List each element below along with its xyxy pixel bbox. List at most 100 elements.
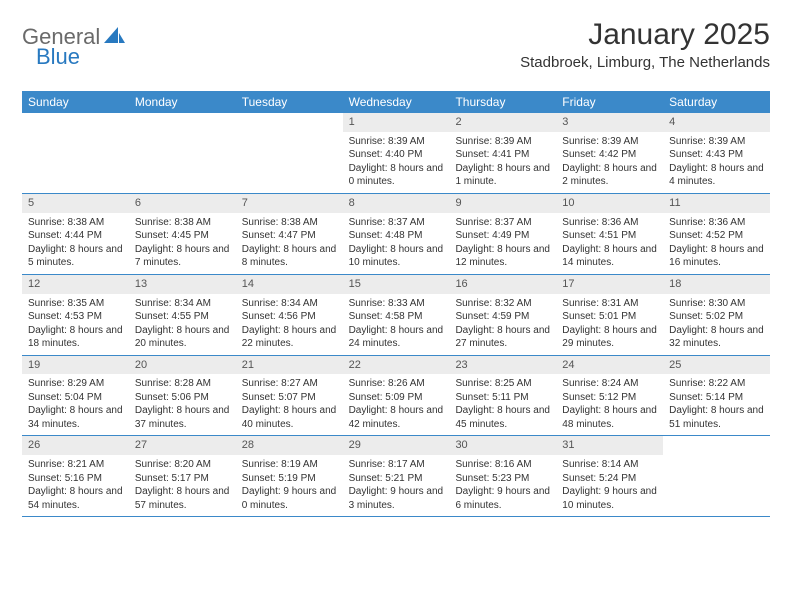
sunset-text: Sunset: 5:04 PM (28, 391, 123, 405)
sunrise-text: Sunrise: 8:21 AM (28, 458, 123, 472)
day-number: 1 (343, 113, 450, 132)
daylight-text: Daylight: 8 hours and 12 minutes. (455, 243, 550, 270)
day-cell: . (663, 436, 770, 516)
day-details: Sunrise: 8:14 AMSunset: 5:24 PMDaylight:… (556, 455, 663, 516)
sunset-text: Sunset: 5:14 PM (669, 391, 764, 405)
sunset-text: Sunset: 5:16 PM (28, 472, 123, 486)
day-cell: 27Sunrise: 8:20 AMSunset: 5:17 PMDayligh… (129, 436, 236, 516)
day-number: 21 (236, 356, 343, 375)
day-details: Sunrise: 8:24 AMSunset: 5:12 PMDaylight:… (556, 374, 663, 435)
day-number: 3 (556, 113, 663, 132)
month-title: January 2025 (520, 18, 770, 52)
day-cell: 22Sunrise: 8:26 AMSunset: 5:09 PMDayligh… (343, 356, 450, 436)
sunset-text: Sunset: 4:48 PM (349, 229, 444, 243)
sunrise-text: Sunrise: 8:38 AM (135, 216, 230, 230)
daylight-text: Daylight: 9 hours and 10 minutes. (562, 485, 657, 512)
day-details: Sunrise: 8:38 AMSunset: 4:44 PMDaylight:… (22, 213, 129, 274)
day-details: Sunrise: 8:37 AMSunset: 4:48 PMDaylight:… (343, 213, 450, 274)
day-cell: 12Sunrise: 8:35 AMSunset: 4:53 PMDayligh… (22, 275, 129, 355)
day-details: Sunrise: 8:17 AMSunset: 5:21 PMDaylight:… (343, 455, 450, 516)
day-number: 15 (343, 275, 450, 294)
daylight-text: Daylight: 8 hours and 37 minutes. (135, 404, 230, 431)
day-number: 14 (236, 275, 343, 294)
day-cell: 8Sunrise: 8:37 AMSunset: 4:48 PMDaylight… (343, 194, 450, 274)
day-cell: 15Sunrise: 8:33 AMSunset: 4:58 PMDayligh… (343, 275, 450, 355)
day-number: 13 (129, 275, 236, 294)
sunset-text: Sunset: 4:59 PM (455, 310, 550, 324)
daylight-text: Daylight: 8 hours and 54 minutes. (28, 485, 123, 512)
day-number: 24 (556, 356, 663, 375)
day-number: 12 (22, 275, 129, 294)
day-details: Sunrise: 8:33 AMSunset: 4:58 PMDaylight:… (343, 294, 450, 355)
day-cell: . (236, 113, 343, 193)
day-cell: 14Sunrise: 8:34 AMSunset: 4:56 PMDayligh… (236, 275, 343, 355)
sunset-text: Sunset: 5:02 PM (669, 310, 764, 324)
sunset-text: Sunset: 5:09 PM (349, 391, 444, 405)
logo-word-2: Blue (36, 44, 80, 69)
day-number: 30 (449, 436, 556, 455)
weekday-header: Thursday (449, 91, 556, 113)
daylight-text: Daylight: 8 hours and 2 minutes. (562, 162, 657, 189)
sunrise-text: Sunrise: 8:37 AM (455, 216, 550, 230)
weekday-header-row: Sunday Monday Tuesday Wednesday Thursday… (22, 91, 770, 113)
day-cell: 11Sunrise: 8:36 AMSunset: 4:52 PMDayligh… (663, 194, 770, 274)
week-row: ...1Sunrise: 8:39 AMSunset: 4:40 PMDayli… (22, 113, 770, 194)
day-number: 17 (556, 275, 663, 294)
daylight-text: Daylight: 8 hours and 16 minutes. (669, 243, 764, 270)
day-details: Sunrise: 8:29 AMSunset: 5:04 PMDaylight:… (22, 374, 129, 435)
week-row: 26Sunrise: 8:21 AMSunset: 5:16 PMDayligh… (22, 436, 770, 517)
day-details: Sunrise: 8:39 AMSunset: 4:43 PMDaylight:… (663, 132, 770, 193)
day-details: Sunrise: 8:34 AMSunset: 4:55 PMDaylight:… (129, 294, 236, 355)
weekday-header: Tuesday (236, 91, 343, 113)
daylight-text: Daylight: 8 hours and 40 minutes. (242, 404, 337, 431)
sunset-text: Sunset: 4:45 PM (135, 229, 230, 243)
day-cell: 31Sunrise: 8:14 AMSunset: 5:24 PMDayligh… (556, 436, 663, 516)
day-details: Sunrise: 8:37 AMSunset: 4:49 PMDaylight:… (449, 213, 556, 274)
day-details: Sunrise: 8:27 AMSunset: 5:07 PMDaylight:… (236, 374, 343, 435)
day-details: Sunrise: 8:30 AMSunset: 5:02 PMDaylight:… (663, 294, 770, 355)
sunrise-text: Sunrise: 8:25 AM (455, 377, 550, 391)
day-details: Sunrise: 8:28 AMSunset: 5:06 PMDaylight:… (129, 374, 236, 435)
day-cell: 4Sunrise: 8:39 AMSunset: 4:43 PMDaylight… (663, 113, 770, 193)
day-cell: 23Sunrise: 8:25 AMSunset: 5:11 PMDayligh… (449, 356, 556, 436)
day-details: Sunrise: 8:36 AMSunset: 4:51 PMDaylight:… (556, 213, 663, 274)
sunrise-text: Sunrise: 8:20 AM (135, 458, 230, 472)
day-cell: 25Sunrise: 8:22 AMSunset: 5:14 PMDayligh… (663, 356, 770, 436)
day-cell: 28Sunrise: 8:19 AMSunset: 5:19 PMDayligh… (236, 436, 343, 516)
day-number: 19 (22, 356, 129, 375)
sunset-text: Sunset: 5:01 PM (562, 310, 657, 324)
day-number: 16 (449, 275, 556, 294)
day-cell: 1Sunrise: 8:39 AMSunset: 4:40 PMDaylight… (343, 113, 450, 193)
sunset-text: Sunset: 4:56 PM (242, 310, 337, 324)
day-cell: 13Sunrise: 8:34 AMSunset: 4:55 PMDayligh… (129, 275, 236, 355)
sunrise-text: Sunrise: 8:39 AM (669, 135, 764, 149)
day-details: Sunrise: 8:35 AMSunset: 4:53 PMDaylight:… (22, 294, 129, 355)
day-details: Sunrise: 8:38 AMSunset: 4:47 PMDaylight:… (236, 213, 343, 274)
sunrise-text: Sunrise: 8:14 AM (562, 458, 657, 472)
sunset-text: Sunset: 4:40 PM (349, 148, 444, 162)
daylight-text: Daylight: 8 hours and 7 minutes. (135, 243, 230, 270)
day-details: Sunrise: 8:22 AMSunset: 5:14 PMDaylight:… (663, 374, 770, 435)
daylight-text: Daylight: 9 hours and 6 minutes. (455, 485, 550, 512)
day-cell: 26Sunrise: 8:21 AMSunset: 5:16 PMDayligh… (22, 436, 129, 516)
day-cell: 30Sunrise: 8:16 AMSunset: 5:23 PMDayligh… (449, 436, 556, 516)
day-details: Sunrise: 8:16 AMSunset: 5:23 PMDaylight:… (449, 455, 556, 516)
daylight-text: Daylight: 8 hours and 10 minutes. (349, 243, 444, 270)
day-number: 6 (129, 194, 236, 213)
day-cell: 29Sunrise: 8:17 AMSunset: 5:21 PMDayligh… (343, 436, 450, 516)
day-cell: 7Sunrise: 8:38 AMSunset: 4:47 PMDaylight… (236, 194, 343, 274)
day-number: 5 (22, 194, 129, 213)
day-details: Sunrise: 8:36 AMSunset: 4:52 PMDaylight:… (663, 213, 770, 274)
sunrise-text: Sunrise: 8:28 AM (135, 377, 230, 391)
day-number: 10 (556, 194, 663, 213)
sunset-text: Sunset: 4:47 PM (242, 229, 337, 243)
sunrise-text: Sunrise: 8:34 AM (135, 297, 230, 311)
daylight-text: Daylight: 8 hours and 42 minutes. (349, 404, 444, 431)
sunrise-text: Sunrise: 8:39 AM (562, 135, 657, 149)
day-details: Sunrise: 8:34 AMSunset: 4:56 PMDaylight:… (236, 294, 343, 355)
logo-sail-icon (104, 25, 126, 50)
week-row: 19Sunrise: 8:29 AMSunset: 5:04 PMDayligh… (22, 356, 770, 437)
day-details: Sunrise: 8:39 AMSunset: 4:42 PMDaylight:… (556, 132, 663, 193)
day-number: 7 (236, 194, 343, 213)
day-cell: 3Sunrise: 8:39 AMSunset: 4:42 PMDaylight… (556, 113, 663, 193)
